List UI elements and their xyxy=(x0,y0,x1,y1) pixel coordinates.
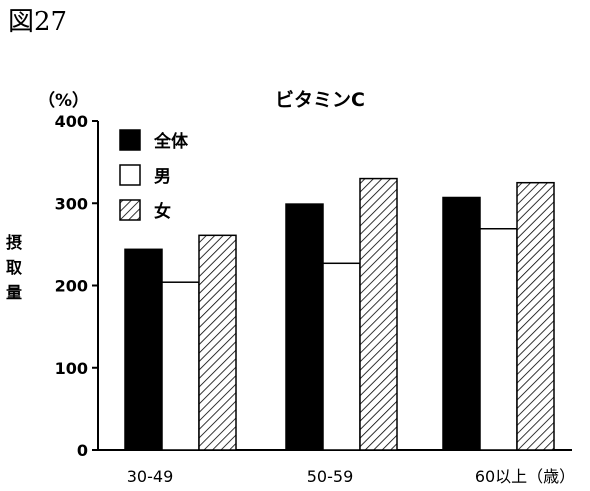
bar-女-30-49 xyxy=(198,234,237,451)
bar-女-50-59 xyxy=(359,177,398,451)
y-tick-label: 0 xyxy=(77,441,88,460)
legend-label: 男 xyxy=(154,167,171,187)
chart-title: ビタミンC xyxy=(275,89,365,111)
x-tick-label: 60以上（歳） xyxy=(475,467,575,486)
bar-全体-30-49 xyxy=(124,248,163,451)
bar-全体-50-59 xyxy=(285,203,324,451)
bar-全体-60以上（歳） xyxy=(442,196,481,451)
legend-swatch xyxy=(119,129,141,151)
legend-label: 全体 xyxy=(153,131,189,152)
bar-男-30-49 xyxy=(161,281,200,451)
y-unit-label: （%） xyxy=(38,90,89,111)
y-tick-label: 400 xyxy=(55,112,88,131)
bar-女-60以上（歳） xyxy=(516,181,555,451)
bar-男-50-59 xyxy=(322,262,361,451)
x-tick-label: 50-59 xyxy=(307,467,354,486)
y-tick-label: 100 xyxy=(55,359,88,378)
y-tick-label: 200 xyxy=(55,277,88,296)
legend-swatch xyxy=(119,164,141,186)
y-axis-label-char: 摂 xyxy=(6,233,22,252)
legend-swatch xyxy=(119,199,141,221)
figure-label: 図27 xyxy=(8,7,67,37)
plot-area: 0 100 200 300 400 30-49 50-59 60以上（歳） xyxy=(55,112,576,486)
y-axis-label: 摂取量 xyxy=(6,233,22,302)
x-tick-label: 30-49 xyxy=(127,467,174,486)
y-tick-label: 300 xyxy=(55,194,88,213)
y-axis-label-char: 取 xyxy=(6,258,22,277)
y-axis-label-char: 量 xyxy=(6,283,22,302)
legend-label: 女 xyxy=(154,201,171,222)
bar-男-60以上（歳） xyxy=(479,227,518,451)
